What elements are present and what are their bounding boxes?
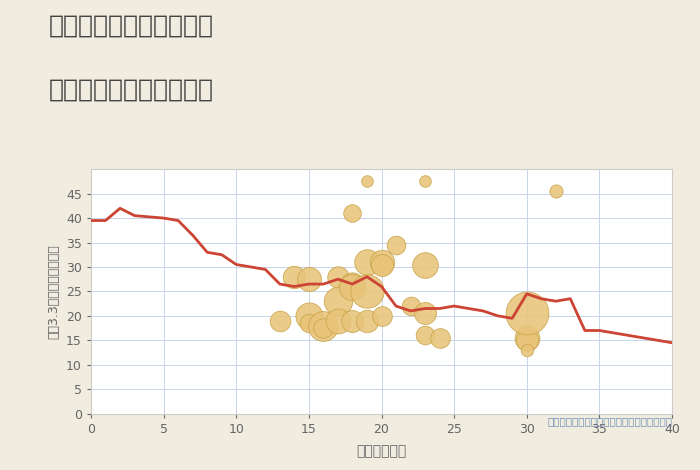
Text: 円の大きさは、取引のあった物件面積を示す: 円の大きさは、取引のあった物件面積を示す <box>547 416 672 426</box>
Point <box>521 334 532 342</box>
Point <box>405 302 416 310</box>
Point <box>550 188 561 195</box>
Point <box>419 310 430 317</box>
Point <box>346 283 358 290</box>
Point <box>332 298 344 305</box>
Point <box>434 334 445 342</box>
Point <box>419 178 430 185</box>
Point <box>391 241 402 249</box>
Point <box>346 280 358 288</box>
Point <box>318 324 329 332</box>
Point <box>419 332 430 339</box>
Point <box>521 337 532 344</box>
Point <box>361 288 372 295</box>
Point <box>346 210 358 217</box>
Text: 築年数別中古戸建て価格: 築年数別中古戸建て価格 <box>49 78 214 102</box>
Point <box>346 317 358 324</box>
Point <box>318 322 329 329</box>
Point <box>303 275 314 283</box>
Y-axis label: 坪（3.3㎡）単価（万円）: 坪（3.3㎡）単価（万円） <box>48 244 60 339</box>
Point <box>376 261 387 268</box>
Point <box>274 317 286 324</box>
Point <box>303 312 314 320</box>
Point <box>376 258 387 266</box>
Text: 千葉県大網白里市細草の: 千葉県大網白里市細草の <box>49 14 214 38</box>
Point <box>521 346 532 354</box>
Point <box>361 317 372 324</box>
Point <box>361 258 372 266</box>
X-axis label: 築年数（年）: 築年数（年） <box>356 444 407 458</box>
Point <box>289 273 300 281</box>
Point <box>303 320 314 327</box>
Point <box>332 273 344 281</box>
Point <box>361 178 372 185</box>
Point <box>521 310 532 317</box>
Point <box>376 312 387 320</box>
Point <box>332 317 344 324</box>
Point <box>419 261 430 268</box>
